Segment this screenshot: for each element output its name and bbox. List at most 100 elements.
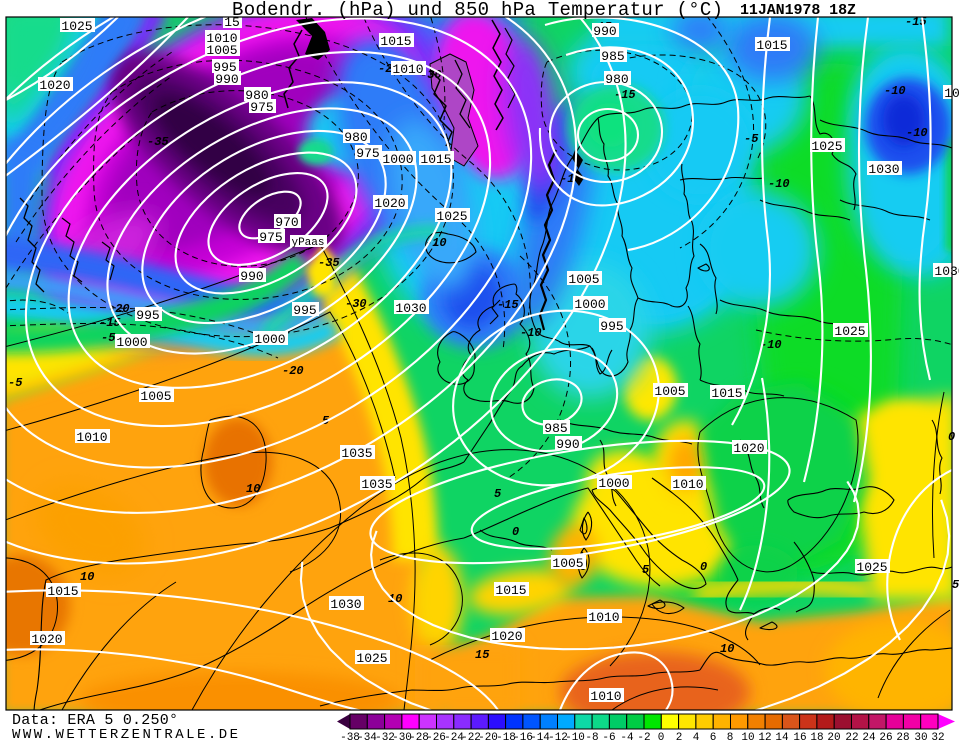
svg-text:15: 15 [475,648,490,662]
svg-text:0: 0 [658,732,665,741]
svg-text:-18: -18 [496,732,516,741]
svg-text:1015: 1015 [380,34,411,49]
svg-text:26: 26 [879,732,892,741]
svg-text:990: 990 [556,437,579,452]
svg-text:2: 2 [676,732,683,741]
svg-text:5: 5 [952,578,959,592]
svg-text:-38: -38 [340,732,360,741]
svg-text:yPaas: yPaas [291,237,324,249]
svg-text:1000: 1000 [254,332,285,347]
svg-text:1025: 1025 [811,139,842,154]
svg-text:-30: -30 [345,297,367,311]
svg-text:-30: -30 [392,732,412,741]
svg-text:11JAN1978 18Z: 11JAN1978 18Z [740,2,856,19]
svg-text:30: 30 [914,732,927,741]
svg-text:1030: 1030 [868,162,899,177]
svg-text:1035: 1035 [361,477,392,492]
svg-text:990: 990 [593,24,616,39]
svg-text:Bodendr. (hPa) und 850 hPa Tem: Bodendr. (hPa) und 850 hPa Temperatur (°… [232,0,723,21]
svg-text:5: 5 [642,563,650,577]
svg-text:10: 10 [80,570,94,584]
svg-text:4: 4 [693,732,700,741]
svg-text:1010: 1010 [588,610,619,625]
svg-text:10: 10 [246,482,260,496]
svg-text:1015: 1015 [711,386,742,401]
svg-text:5: 5 [494,487,502,501]
svg-text:10: 10 [388,592,402,606]
svg-text:10: 10 [720,642,734,656]
svg-text:990: 990 [215,72,238,87]
svg-text:-4: -4 [620,732,634,741]
svg-text:-8: -8 [585,732,598,741]
svg-text:985: 985 [601,49,624,64]
svg-text:-20: -20 [478,732,498,741]
svg-text:975: 975 [356,146,379,161]
svg-text:24: 24 [862,732,876,741]
svg-text:6: 6 [710,732,717,741]
svg-text:1025: 1025 [834,324,865,339]
svg-text:1000: 1000 [574,297,605,312]
svg-text:22: 22 [845,732,858,741]
svg-text:28: 28 [896,732,909,741]
svg-text:1020: 1020 [733,441,764,456]
svg-text:1035: 1035 [341,446,372,461]
svg-text:-10: -10 [884,84,906,98]
svg-text:1030: 1030 [934,264,959,279]
svg-text:1005: 1005 [568,272,599,287]
svg-text:1005: 1005 [206,43,237,58]
svg-text:975: 975 [250,100,273,115]
svg-text:1020: 1020 [491,629,522,644]
svg-text:-2: -2 [637,732,650,741]
svg-text:1020: 1020 [31,632,62,647]
svg-text:-6: -6 [602,732,615,741]
svg-text:1025: 1025 [356,651,387,666]
svg-text:995: 995 [136,308,159,323]
svg-text:0: 0 [512,525,519,539]
svg-text:1000: 1000 [116,335,147,350]
svg-text:-10: -10 [520,326,542,340]
svg-text:1015: 1015 [420,152,451,167]
svg-text:-10: -10 [565,732,585,741]
svg-text:1030: 1030 [330,597,361,612]
svg-text:995: 995 [600,319,623,334]
svg-text:1010: 1010 [672,477,703,492]
svg-text:18: 18 [810,732,823,741]
svg-text:970: 970 [275,215,298,230]
svg-text:1020: 1020 [374,196,405,211]
svg-text:-20: -20 [282,364,304,378]
svg-text:1025: 1025 [61,19,92,34]
svg-text:32: 32 [931,732,944,741]
svg-text:1015: 1015 [756,38,787,53]
svg-text:1030: 1030 [395,301,426,316]
svg-text:1010: 1010 [76,430,107,445]
svg-text:-10: -10 [768,177,790,191]
svg-text:985: 985 [544,421,567,436]
svg-text:-26: -26 [426,732,446,741]
svg-text:10: 10 [741,732,754,741]
svg-text:15: 15 [224,15,240,30]
svg-text:1020: 1020 [39,78,70,93]
svg-text:-5: -5 [744,132,759,146]
svg-text:8: 8 [727,732,734,741]
svg-text:-5: -5 [8,376,23,390]
svg-text:-16: -16 [513,732,533,741]
svg-text:980: 980 [344,130,367,145]
svg-text:-35: -35 [147,135,169,149]
svg-text:-14: -14 [530,732,550,741]
svg-text:1015: 1015 [495,583,526,598]
svg-text:1005: 1005 [140,389,171,404]
svg-text:1015: 1015 [47,584,78,599]
svg-text:995: 995 [293,303,316,318]
svg-text:975: 975 [259,230,282,245]
svg-text:-34: -34 [357,732,377,741]
svg-text:1025: 1025 [436,209,467,224]
svg-text:1010: 1010 [392,62,423,77]
svg-text:-32: -32 [375,732,395,741]
svg-text:1005: 1005 [552,556,583,571]
svg-text:-28: -28 [409,732,429,741]
svg-text:-24: -24 [444,732,464,741]
svg-text:1010: 1010 [590,689,621,704]
svg-text:14: 14 [775,732,789,741]
svg-text:-35: -35 [318,256,340,270]
svg-text:-10: -10 [760,338,782,352]
